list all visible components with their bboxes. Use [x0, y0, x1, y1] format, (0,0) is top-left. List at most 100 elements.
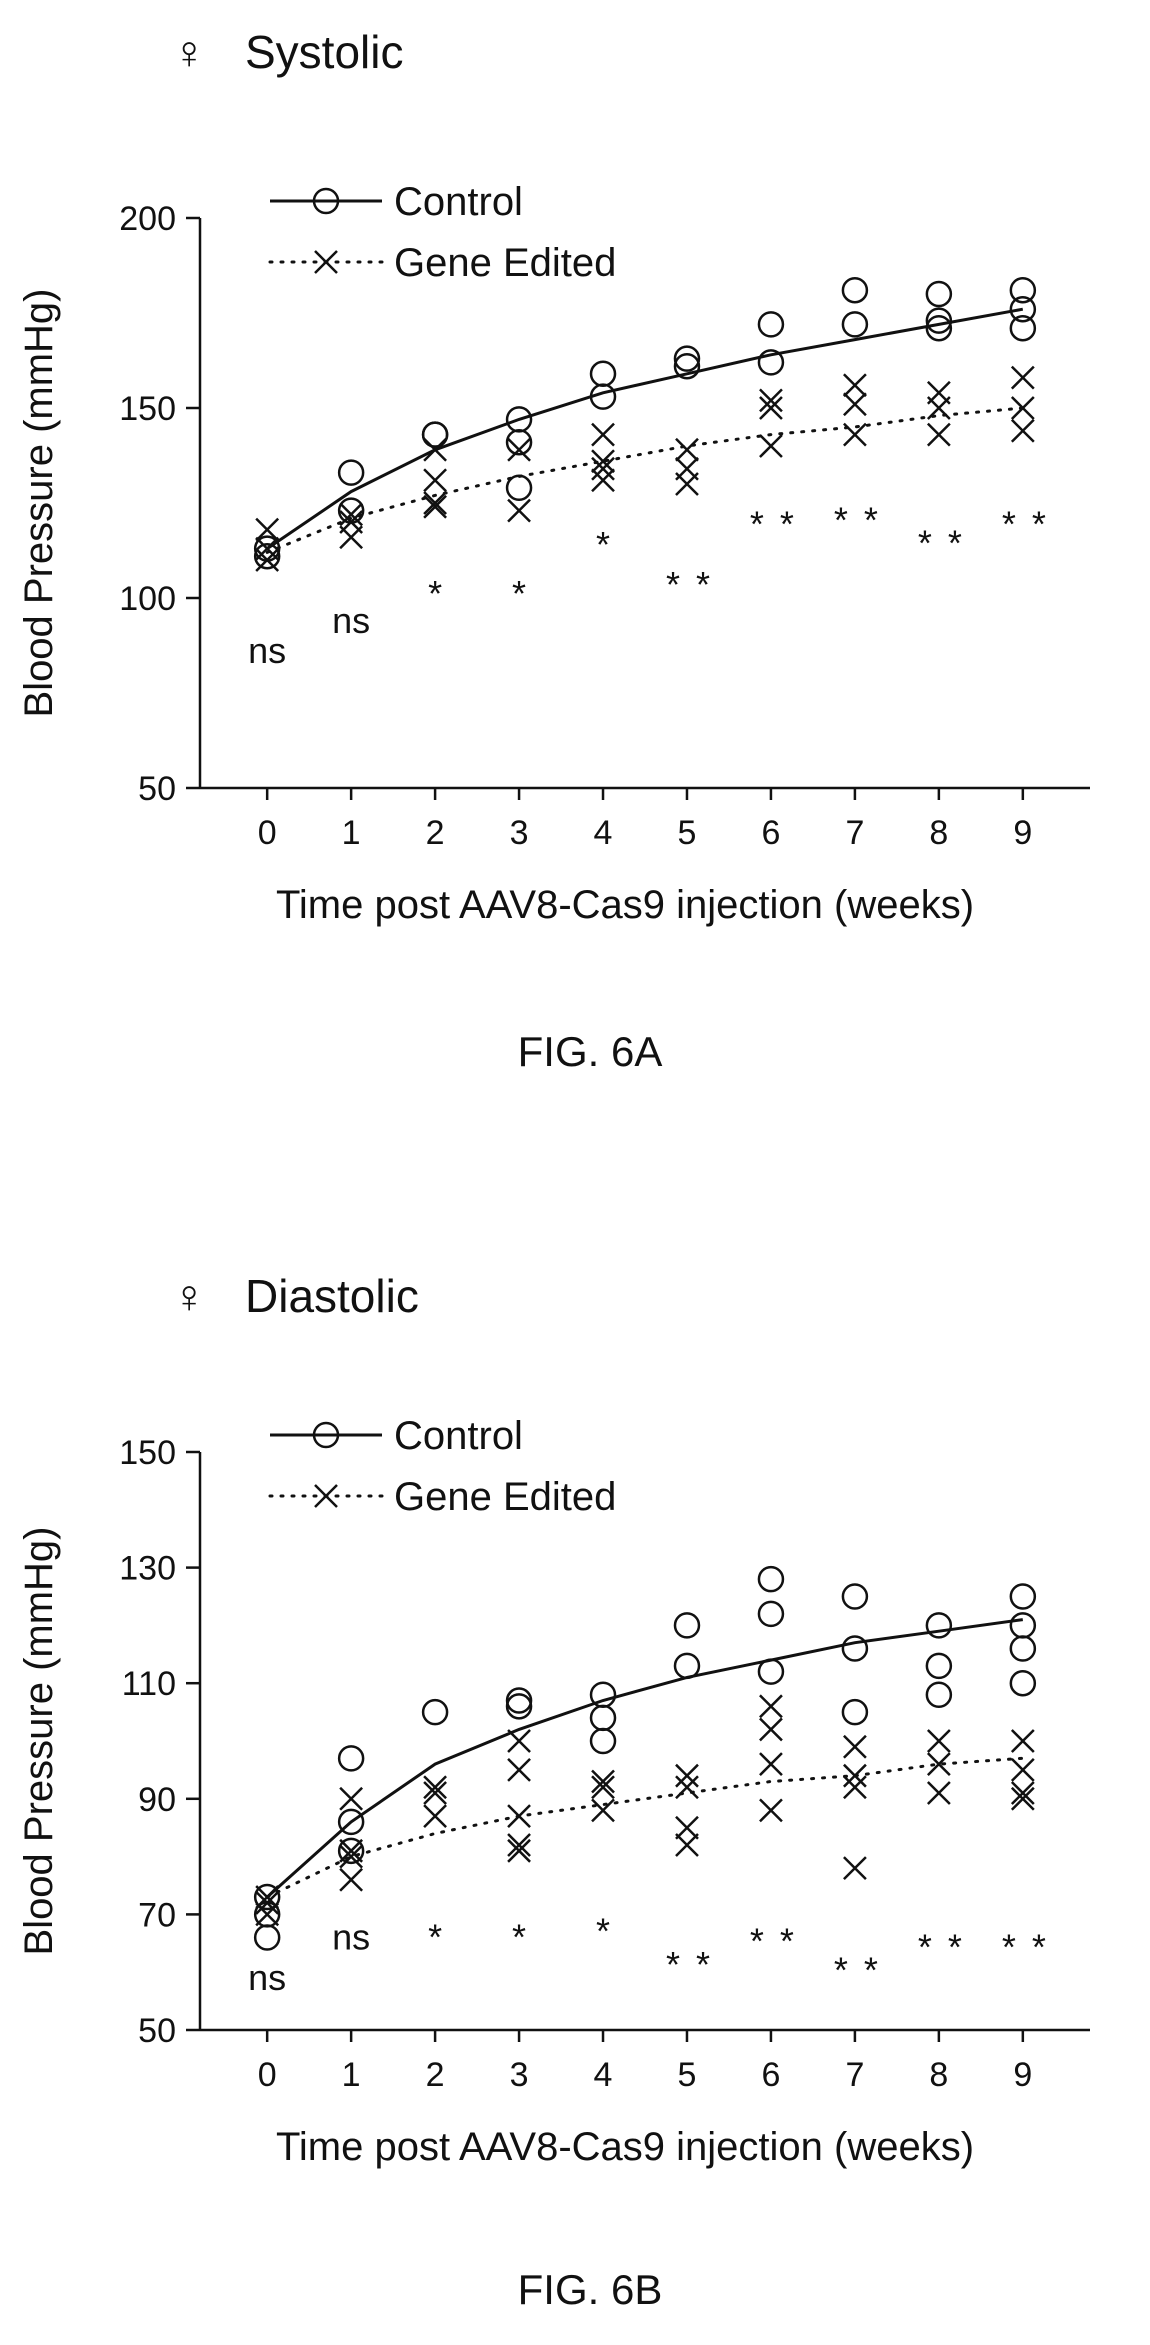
point-gene-edited [591, 1798, 615, 1823]
point-control [589, 360, 617, 388]
legend-marker-gene-edited [314, 1484, 338, 1508]
y-tick-label: 100 [119, 580, 176, 618]
point-gene-edited [255, 517, 280, 542]
point-control [1009, 1669, 1037, 1697]
x-tick-label: 7 [845, 814, 864, 852]
point-control [757, 311, 785, 338]
significance-label: * [780, 503, 794, 544]
point-control [589, 1681, 617, 1709]
point-gene-edited [843, 373, 867, 398]
point-control [841, 276, 869, 304]
point-gene-edited [759, 388, 783, 413]
point-gene-edited [423, 1804, 447, 1829]
significance-label: * [512, 1917, 526, 1958]
point-control [589, 1727, 617, 1755]
point-gene-edited [423, 468, 447, 493]
fit-line-control [266, 1618, 1024, 1899]
point-control [1009, 295, 1037, 323]
point-control [925, 314, 953, 342]
legend-marker-control [312, 1421, 340, 1449]
point-gene-edited [675, 437, 699, 462]
y-tick-label: 110 [122, 1665, 176, 1703]
point-gene-edited [507, 498, 531, 523]
point-gene-edited [591, 456, 615, 481]
x-tick-label: 4 [594, 814, 613, 852]
y-tick-label: 150 [119, 390, 176, 428]
significance-label: * [428, 573, 442, 614]
x-tick-label: 6 [761, 814, 780, 852]
point-control [673, 345, 701, 372]
point-gene-edited [507, 1729, 531, 1753]
point-control [757, 349, 785, 376]
point-gene-edited [675, 1833, 699, 1857]
significance-label: * [918, 1927, 932, 1968]
y-tick-label: 130 [119, 1550, 176, 1588]
point-gene-edited [926, 1781, 951, 1805]
x-tick-label: 0 [258, 814, 277, 852]
significance-label: * [864, 500, 878, 541]
significance-label: * [596, 1911, 610, 1952]
point-gene-edited [423, 1775, 447, 1800]
point-gene-edited [255, 1890, 280, 1915]
point-gene-edited [843, 392, 867, 417]
point-gene-edited [423, 494, 447, 519]
point-gene-edited [339, 1867, 364, 1892]
point-gene-edited [675, 1775, 699, 1800]
point-control [841, 1583, 869, 1610]
x-tick-label: 0 [258, 2056, 277, 2094]
point-gene-edited [507, 437, 531, 462]
figure-caption: FIG. 6B [518, 2266, 663, 2313]
point-control [1009, 276, 1037, 304]
point-gene-edited [926, 396, 951, 420]
point-control [673, 1612, 701, 1639]
significance-label: * [948, 1927, 962, 1968]
point-gene-edited [675, 1815, 699, 1840]
y-tick-label: 150 [119, 1434, 176, 1472]
point-control [1009, 1612, 1037, 1639]
y-axis-label: Blood Pressure (mmHg) [17, 1526, 61, 1955]
y-tick-label: 90 [138, 1781, 176, 1819]
point-control [589, 383, 617, 410]
significance-label: * [918, 522, 932, 563]
point-gene-edited [507, 1838, 531, 1863]
y-tick-label: 70 [138, 1896, 176, 1934]
point-gene-edited [507, 1758, 531, 1782]
point-gene-edited [591, 468, 615, 493]
x-tick-label: 1 [342, 814, 361, 852]
point-gene-edited [675, 472, 699, 496]
point-gene-edited [1010, 1758, 1035, 1782]
point-control [841, 311, 869, 338]
x-tick-label: 9 [1013, 814, 1032, 852]
point-control [253, 1924, 281, 1951]
y-axis-label: Blood Pressure (mmHg) [17, 288, 61, 717]
point-control [1009, 1635, 1037, 1662]
x-tick-label: 6 [761, 2056, 780, 2094]
point-gene-edited [507, 1804, 531, 1829]
significance-label: * [696, 564, 710, 605]
point-control [337, 1808, 365, 1836]
significance-label: ns [332, 1917, 370, 1958]
legend-label-control: Control [394, 180, 523, 224]
point-control [253, 542, 281, 570]
point-control [925, 307, 953, 334]
legend-label-control: Control [394, 1414, 523, 1458]
point-gene-edited [423, 1781, 447, 1805]
x-tick-label: 5 [678, 2056, 697, 2094]
point-gene-edited [1010, 1781, 1035, 1805]
x-axis-label: Time post AAV8-Cas9 injection (weeks) [276, 2125, 974, 2169]
point-control [673, 1652, 701, 1680]
point-gene-edited [843, 422, 867, 447]
y-tick-label: 50 [138, 2012, 176, 2050]
chart-1: ♀ Diastolic 50 70 90 110 130 150 0 1 2 3 4 5 6 7 8 9 Time … [17, 1270, 1090, 2313]
significance-label: * [666, 564, 680, 605]
point-control [673, 352, 701, 380]
point-gene-edited [1010, 1786, 1035, 1811]
point-gene-edited [1010, 365, 1035, 390]
point-gene-edited [843, 1734, 867, 1759]
point-gene-edited [255, 1902, 280, 1927]
significance-label: * [596, 524, 610, 565]
point-gene-edited [507, 1833, 531, 1857]
x-tick-label: 3 [510, 814, 529, 852]
point-gene-edited [759, 1798, 783, 1823]
point-gene-edited [759, 1752, 783, 1777]
